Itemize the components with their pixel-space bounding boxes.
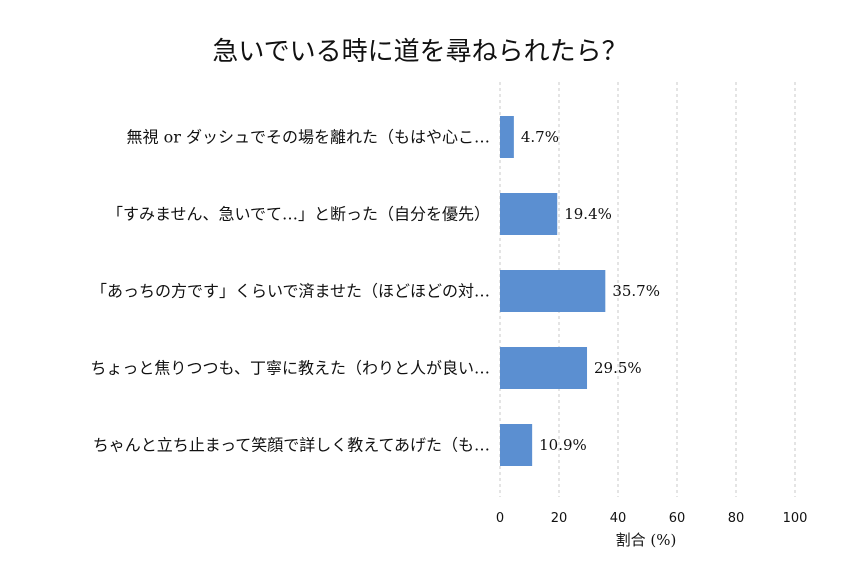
category-labels: 無視 or ダッシュでその場を離れた（もはや心こ… 「すみません、急いでて…」と断… (90, 128, 490, 455)
bar-3 (500, 347, 588, 389)
x-tick-label: 20 (551, 511, 568, 526)
bar-2 (500, 270, 606, 312)
category-label-0: 無視 or ダッシュでその場を離れた（もはや心こ… (127, 128, 490, 147)
chart-title: 急いでいる時に道を尋ねられたら？ (212, 37, 627, 67)
x-tick-label: 60 (669, 511, 686, 526)
bar-0 (500, 116, 514, 158)
category-label-1: 「すみません、急いでて…」と断った（自分を優先） (107, 205, 490, 224)
bar-1 (500, 193, 558, 235)
value-label-3: 29.5% (594, 359, 642, 377)
x-tick-label: 40 (610, 511, 627, 526)
bar-4 (500, 424, 533, 466)
value-label-4: 10.9% (539, 436, 587, 454)
x-axis-ticks: 0 20 40 60 80 100 (496, 511, 808, 526)
bars-layer (500, 116, 606, 466)
x-axis-title: 割合 (%) (616, 531, 677, 549)
x-tick-label: 80 (728, 511, 745, 526)
value-label-2: 35.7% (612, 282, 660, 300)
x-tick-label: 100 (783, 511, 808, 526)
value-label-0: 4.7% (521, 128, 559, 146)
value-labels: 4.7% 19.4% 35.7% 29.5% 10.9% (521, 128, 660, 454)
category-label-3: ちょっと焦りつつも、丁寧に教えた（わりと人が良い… (90, 359, 490, 378)
category-label-4: ちゃんと立ち止まって笑顔で詳しく教えてあげた（も… (93, 436, 490, 455)
category-label-2: 「あっちの方です」くらいで済ませた（ほどほどの対… (91, 282, 490, 301)
x-tick-label: 0 (496, 511, 504, 526)
value-label-1: 19.4% (564, 205, 612, 223)
